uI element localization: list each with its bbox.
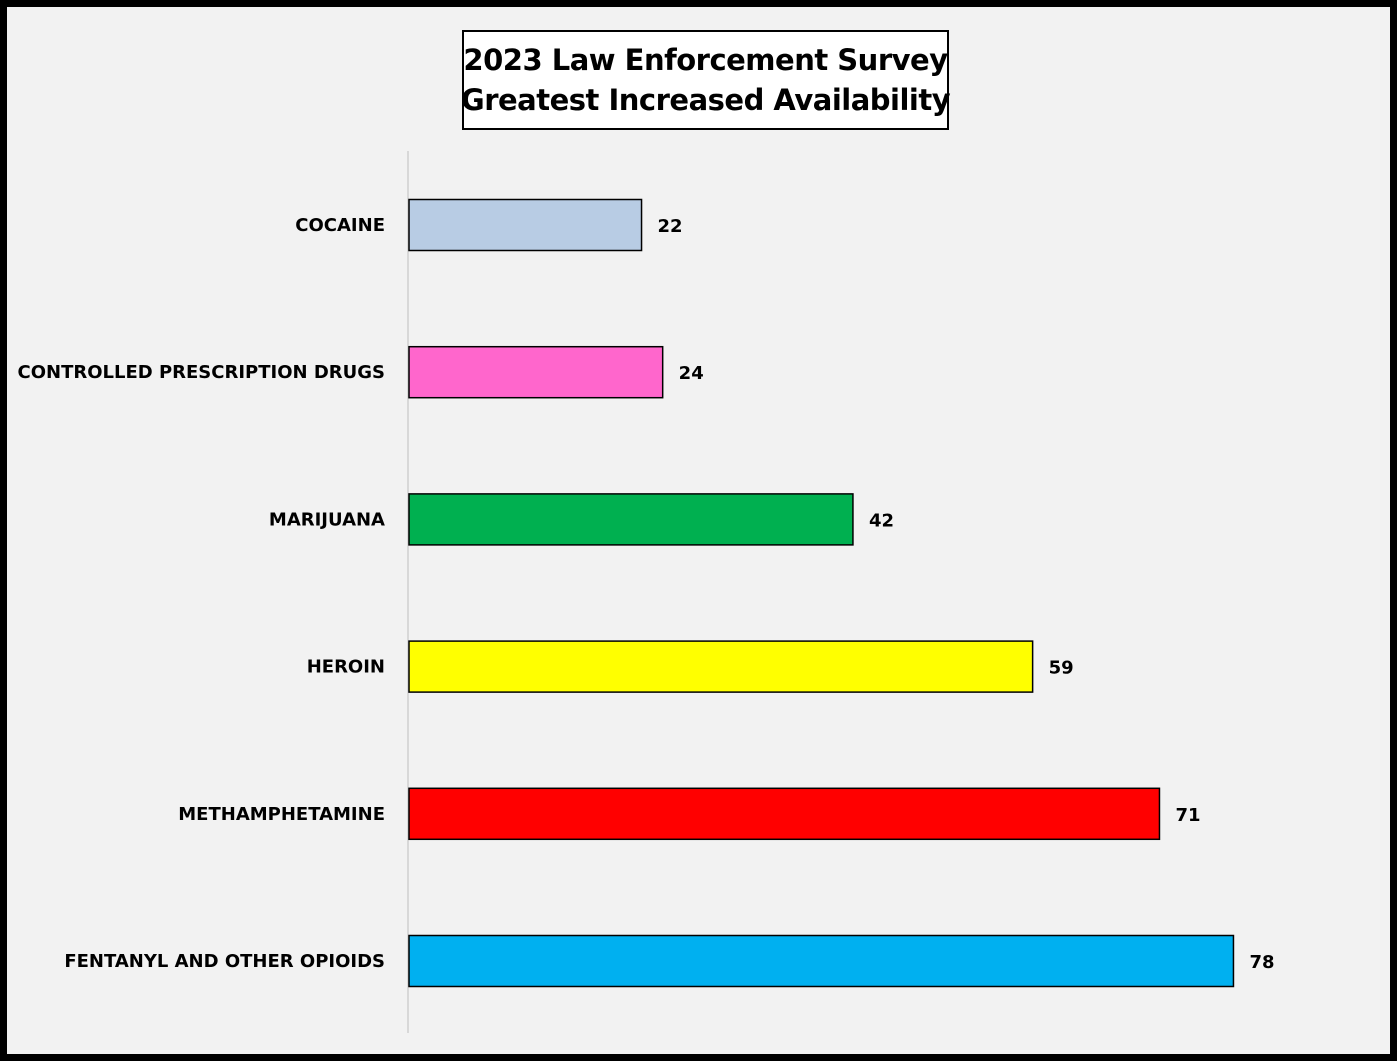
chart-title-line-1: 2023 Law Enforcement Survey xyxy=(463,43,948,77)
category-label-methamphetamine: METHAMPHETAMINE xyxy=(178,804,385,825)
value-label-cocaine: 22 xyxy=(658,216,683,237)
value-label-marijuana: 42 xyxy=(869,510,894,531)
bar-fentanyl-and-other-opioids xyxy=(408,934,1235,988)
bar-marijuana xyxy=(408,493,854,546)
value-label-methamphetamine: 71 xyxy=(1175,805,1200,826)
category-label-controlled-prescription-drugs: CONTROLLED PRESCRIPTION DRUGS xyxy=(18,362,386,383)
chart-title: 2023 Law Enforcement Survey Greatest Inc… xyxy=(460,30,951,130)
value-label-controlled-prescription-drugs: 24 xyxy=(679,363,704,384)
category-label-cocaine: COCAINE xyxy=(295,215,385,236)
category-label-fentanyl-and-other-opioids: FENTANYL AND OTHER OPIOIDS xyxy=(64,951,385,972)
bar-heroin xyxy=(408,640,1034,693)
bar-controlled-prescription-drugs xyxy=(408,345,664,399)
bar-methamphetamine xyxy=(408,787,1161,841)
category-label-marijuana: MARIJUANA xyxy=(269,509,385,530)
bar-cocaine xyxy=(408,198,643,252)
category-label-heroin: HEROIN xyxy=(307,657,385,678)
chart-title-line-2: Greatest Increased Availability xyxy=(460,83,951,117)
bars-group: COCAINE 22 CONTROLLED PRESCRIPTION DRUGS 24… xyxy=(18,198,1275,988)
value-label-heroin: 59 xyxy=(1049,658,1074,679)
value-label-fentanyl-and-other-opioids: 78 xyxy=(1249,952,1274,973)
